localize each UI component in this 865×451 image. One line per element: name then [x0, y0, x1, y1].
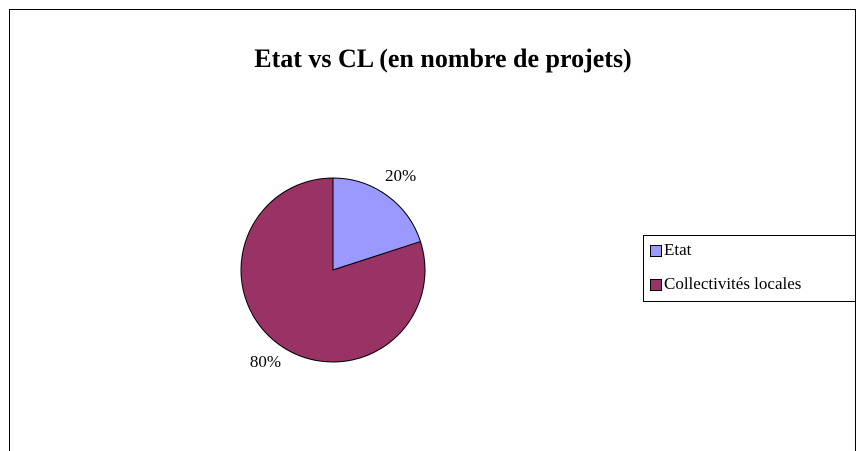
data-label: 80% [250, 352, 281, 371]
legend-swatch [650, 245, 662, 257]
legend [643, 235, 856, 302]
pie-slice [332, 177, 422, 271]
legend-label: Collectivités locales [664, 274, 801, 293]
legend-label: Etat [664, 240, 692, 259]
chart-title: Etat vs CL (en nombre de projets) [254, 44, 631, 73]
legend-swatch [650, 279, 662, 291]
data-label: 20% [385, 166, 416, 185]
pie-slice [240, 177, 426, 363]
chart-frame [9, 9, 856, 451]
